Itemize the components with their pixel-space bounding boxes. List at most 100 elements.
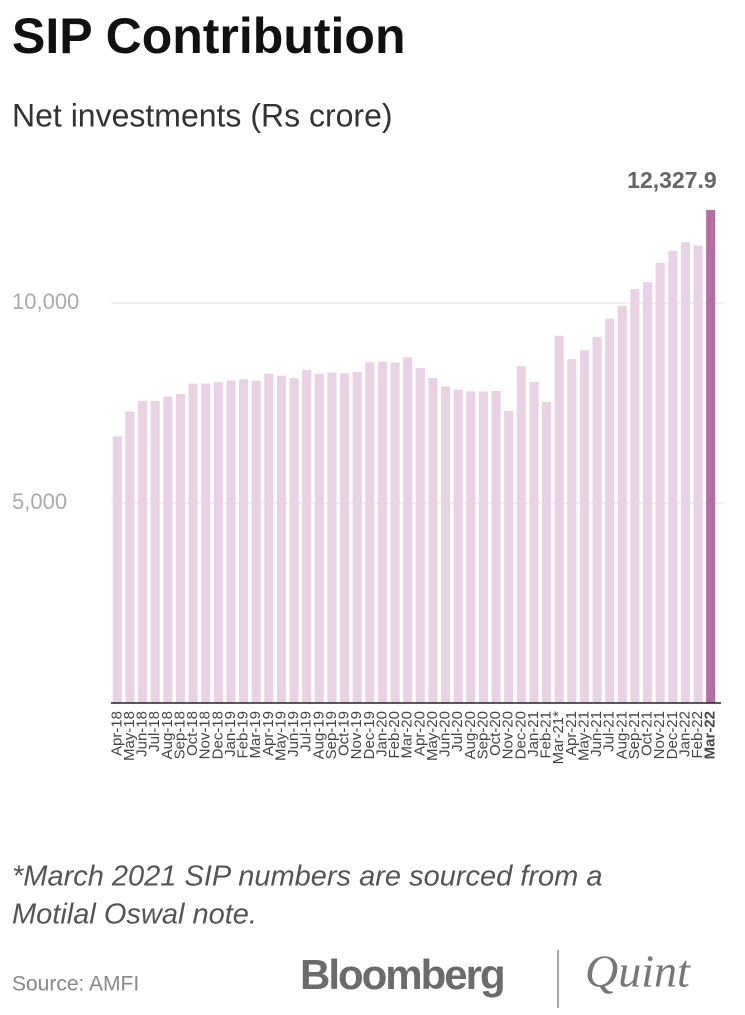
bar — [302, 370, 312, 703]
bar — [579, 350, 589, 703]
source: Source: AMFI — [12, 973, 139, 996]
x-tick-label: May-20 — [424, 711, 441, 761]
x-tick-label: Jul-19 — [298, 711, 315, 752]
bar — [643, 282, 653, 703]
bar — [428, 378, 438, 703]
bar — [516, 366, 526, 703]
x-tick-label: Apr-21 — [563, 711, 580, 756]
x-tick-label: Dec-18 — [209, 711, 226, 759]
x-tick-label: Jun-18 — [134, 711, 151, 757]
bar — [680, 242, 690, 703]
bar — [112, 436, 122, 703]
x-tick-label: Aug-20 — [462, 711, 479, 759]
bar — [554, 335, 564, 703]
bar — [226, 380, 236, 703]
x-tick-label: Mar-21* — [550, 711, 567, 765]
x-tick-label: Oct-18 — [184, 711, 201, 756]
x-tick-label: Mar-20 — [399, 711, 416, 759]
bar — [390, 362, 400, 703]
bar — [163, 396, 173, 703]
chart-subtitle: Net investments (Rs crore) — [12, 97, 393, 133]
brand-logo: Quint — [585, 946, 691, 997]
x-tick-label: Sep-18 — [171, 711, 188, 759]
x-tick-label: Dec-20 — [512, 711, 529, 759]
bar — [289, 378, 299, 703]
bar — [403, 357, 413, 703]
x-tick-label: May-18 — [121, 711, 138, 761]
x-tick-label: Feb-19 — [235, 711, 252, 759]
x-tick-label: Aug-19 — [310, 711, 327, 759]
bar — [668, 250, 678, 704]
bar — [478, 391, 488, 703]
bar — [529, 382, 539, 703]
bar — [592, 336, 602, 703]
bar — [441, 386, 451, 703]
bar — [466, 391, 476, 703]
x-tick-label: Sep-19 — [323, 711, 340, 759]
bar — [276, 375, 286, 703]
x-tick-label: Aug-21 — [613, 711, 630, 759]
x-tick-label: May-19 — [272, 711, 289, 761]
x-tick-label: Mar-22 — [702, 711, 719, 759]
bar — [327, 372, 337, 703]
bar — [365, 362, 375, 703]
x-tick-label: Aug-18 — [159, 711, 176, 759]
bar — [655, 262, 665, 703]
x-tick-label: Jun-20 — [437, 711, 454, 757]
x-tick-label: Apr-20 — [411, 711, 428, 756]
x-tick-label: Jan-20 — [373, 711, 390, 757]
bar — [352, 372, 362, 703]
y-tick-label: 5,000 — [12, 489, 67, 514]
bar — [188, 383, 198, 703]
bar — [314, 373, 324, 703]
x-tick-label: Jan-22 — [676, 711, 693, 757]
x-tick-label: Feb-21 — [538, 711, 555, 759]
x-tick-label: Nov-21 — [651, 711, 668, 759]
bar — [264, 373, 274, 703]
bar — [617, 306, 627, 703]
bar — [706, 209, 716, 703]
x-tick-label: Jun-21 — [588, 711, 605, 757]
bar — [491, 391, 501, 703]
bar — [251, 380, 261, 703]
bar — [213, 382, 223, 703]
bar — [504, 410, 514, 703]
bar — [605, 318, 615, 703]
x-tick-label: Oct-21 — [639, 711, 656, 756]
bar — [125, 411, 135, 703]
y-tick-label: 10,000 — [12, 289, 79, 314]
x-tick-label: Nov-20 — [500, 711, 517, 759]
x-tick-label: Jan-19 — [222, 711, 239, 757]
brand-logo: Bloomberg — [300, 951, 504, 998]
bar — [138, 400, 148, 703]
x-tick-label: Oct-20 — [487, 711, 504, 756]
x-tick-label: Sep-21 — [626, 711, 643, 759]
x-tick-label: Oct-19 — [336, 711, 353, 756]
x-tick-label: Nov-18 — [197, 711, 214, 759]
bar — [175, 393, 185, 703]
chart-title: SIP Contribution — [12, 8, 405, 64]
x-tick-label: Feb-20 — [386, 711, 403, 759]
x-tick-label: Apr-19 — [260, 711, 277, 756]
x-tick-label: Dec-19 — [361, 711, 378, 759]
footnote: Motilal Oswal note. — [12, 899, 257, 931]
bar — [150, 400, 160, 703]
x-tick-label: Jul-18 — [146, 711, 163, 752]
bar — [201, 383, 211, 703]
x-tick-label: Sep-20 — [474, 711, 491, 759]
value-label: 12,327.9 — [627, 167, 717, 193]
bar — [693, 245, 703, 704]
bar — [630, 288, 640, 703]
x-tick-label: Jun-19 — [285, 711, 302, 757]
bar — [239, 379, 249, 703]
x-tick-label: Jan-21 — [525, 711, 542, 757]
x-tick-label: Jul-21 — [601, 711, 618, 752]
bar — [567, 359, 577, 703]
x-tick-label: Feb-22 — [689, 711, 706, 759]
x-tick-label: May-21 — [575, 711, 592, 761]
footnote: *March 2021 SIP numbers are sourced from… — [12, 861, 602, 893]
bar — [340, 373, 350, 703]
x-tick-label: Dec-21 — [664, 711, 681, 759]
bar — [415, 367, 425, 703]
